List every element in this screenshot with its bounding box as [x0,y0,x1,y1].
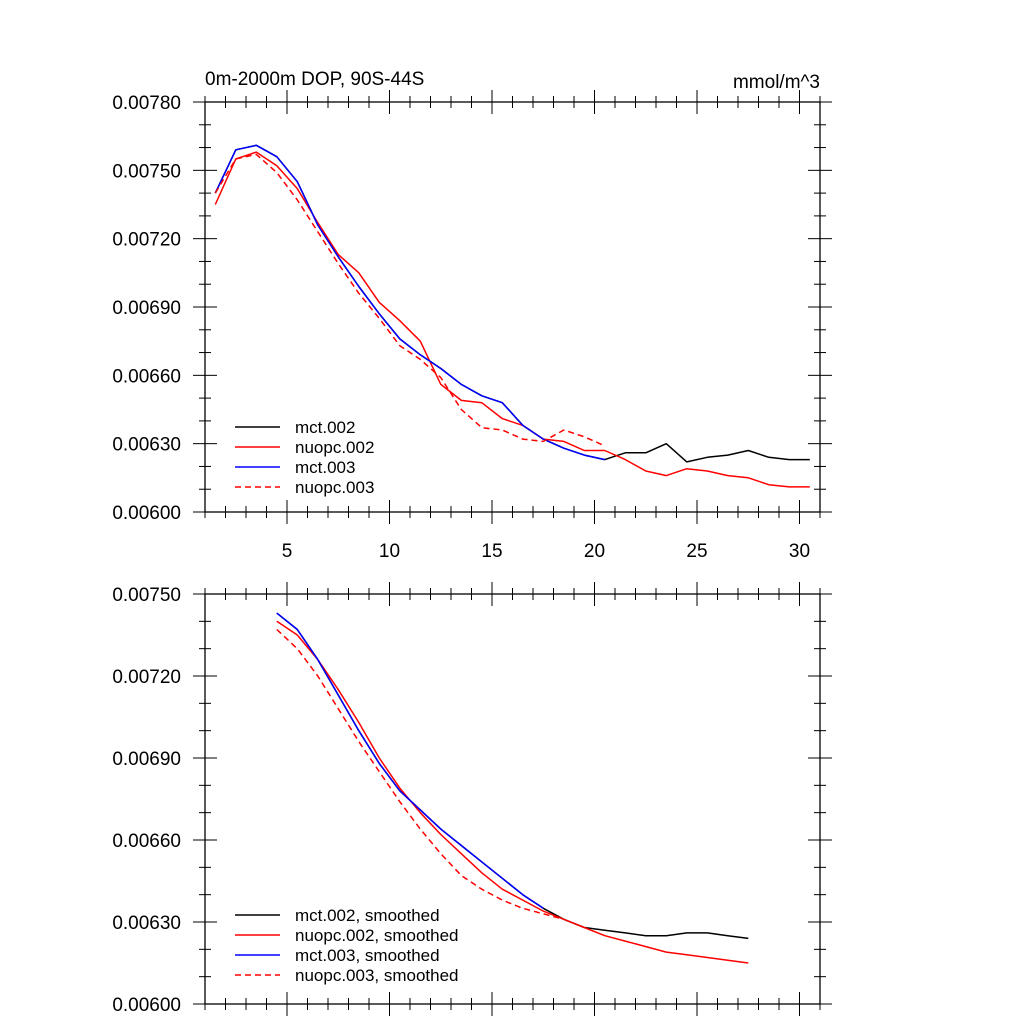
y-tick-label: 0.00600 [112,503,181,524]
y-tick-label: 0.00750 [112,585,181,606]
x-tick-label: 15 [481,541,502,562]
x-tick-label: 5 [282,541,293,562]
series-line-mct-002-smoothed [276,612,749,940]
series-line-nuopc-003 [214,153,606,447]
y-tick-label: 0.00780 [112,93,181,114]
y-tick-label: 0.00630 [112,435,181,456]
x-tick-label: 30 [789,541,810,562]
x-tick-label: 25 [686,541,707,562]
y-tick-label: 0.00690 [112,298,181,319]
series-line-mct-003 [214,144,605,461]
legend-label: nuopc.003, smoothed [295,966,459,985]
legend-label: nuopc.003 [295,478,374,497]
units-label: mmol/m^3 [733,72,820,93]
y-tick-label: 0.00630 [112,913,181,934]
series-line-mct-003-smoothed [276,612,544,909]
legend-label: nuopc.002 [295,438,374,457]
x-tick-label: 20 [584,541,605,562]
y-tick-label: 0.00720 [112,667,181,688]
legend-label: mct.002 [295,418,355,437]
y-tick-label: 0.00600 [112,995,181,1016]
legend-label: nuopc.002, smoothed [295,926,459,945]
bottom-chart: 0.00600 0.00630 0.00660 0.00690 0.00720 0.007… [112,582,832,1016]
series-line-nuopc-002-smoothed [276,620,749,964]
chart-title: 0m-2000m DOP, 90S-44S [205,69,424,90]
y-tick-label: 0.00690 [112,749,181,770]
legend-label: mct.002, smoothed [295,906,440,925]
top-chart: 0.00600 0.00630 0.00660 0.00690 0.00720 0.007… [112,69,832,562]
x-tick-label: 10 [379,541,400,562]
y-tick-label: 0.00750 [112,161,181,182]
y-tick-label: 0.00720 [112,230,181,251]
y-tick-label: 0.00660 [112,366,181,387]
legend-label: mct.003, smoothed [295,946,440,965]
series-line-nuopc-003-smoothed [276,628,564,921]
y-tick-label: 0.00660 [112,831,181,852]
legend-label: mct.003 [295,458,355,477]
